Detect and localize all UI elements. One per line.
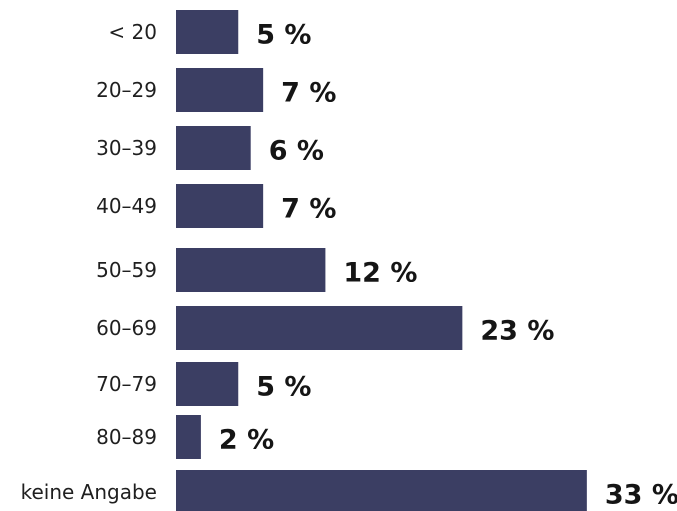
bar xyxy=(176,470,587,511)
category-label: keine Angabe xyxy=(21,480,157,504)
bar xyxy=(176,362,239,406)
value-label: 7 % xyxy=(281,194,336,225)
value-label: 5 % xyxy=(256,20,311,51)
category-label: 70–79 xyxy=(96,372,157,396)
bar xyxy=(176,126,251,170)
category-label: < 20 xyxy=(108,20,157,44)
bar xyxy=(176,68,264,112)
bar xyxy=(176,415,201,459)
category-label: 30–39 xyxy=(96,136,157,160)
bar xyxy=(176,10,239,54)
value-label: 33 % xyxy=(605,480,677,511)
value-label: 6 % xyxy=(269,136,324,167)
category-label: 20–29 xyxy=(96,78,157,102)
bar xyxy=(176,306,463,350)
bar xyxy=(176,184,264,228)
category-label: 60–69 xyxy=(96,316,157,340)
value-label: 2 % xyxy=(219,425,274,456)
value-label: 7 % xyxy=(281,78,336,109)
bar xyxy=(176,248,326,292)
category-label: 50–59 xyxy=(96,258,157,282)
category-label: 40–49 xyxy=(96,194,157,218)
value-label: 5 % xyxy=(256,372,311,403)
value-label: 12 % xyxy=(343,258,417,289)
category-label: 80–89 xyxy=(96,425,157,449)
value-label: 23 % xyxy=(480,316,554,347)
